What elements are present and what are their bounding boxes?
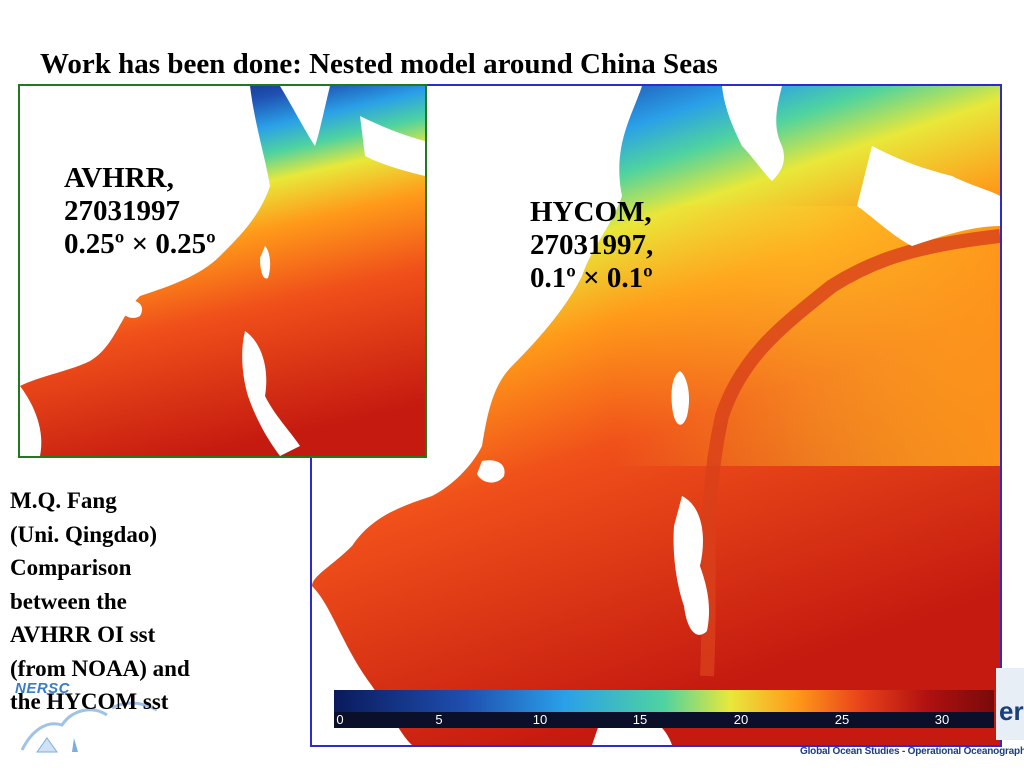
hycom-label-line-3: 0.1º × 0.1º xyxy=(530,262,653,294)
avhrr-map-image xyxy=(20,86,425,456)
slide-title: Work has been done: Nested model around … xyxy=(40,48,718,80)
caption-line: M.Q. Fang xyxy=(10,488,117,513)
colorbar-tick: 10 xyxy=(532,712,548,727)
caption-line: (from NOAA) and xyxy=(10,655,190,681)
colorbar-tick: 30 xyxy=(934,712,950,727)
hycom-sst-map: HYCOM, 27031997, 0.1º × 0.1º xyxy=(310,84,1002,747)
colorbar-tick: 20 xyxy=(733,712,749,727)
nersc-logo: NERSC xyxy=(12,680,172,762)
caption-line: Comparison xyxy=(10,555,132,580)
avhrr-label-line-3: 0.25º × 0.25º xyxy=(64,228,216,260)
hycom-label-line-1: HYCOM, xyxy=(530,196,652,228)
avhrr-label: AVHRR, 27031997 0.25º × 0.25º xyxy=(64,162,216,261)
colorbar-tick: 0 xyxy=(336,712,344,727)
comparison-caption: M.Q. Fang (Uni. Qingdao) Comparison betw… xyxy=(10,484,190,719)
avhrr-label-line-2: 27031997 xyxy=(64,195,180,227)
footer-banner: Global Ocean Studies - Operational Ocean… xyxy=(800,746,1024,757)
caption-line: between the xyxy=(10,588,127,614)
colorbar-tick: 15 xyxy=(632,712,648,727)
caption-line: the HYCOM sst xyxy=(10,689,169,714)
caption-line: AVHRR OI sst xyxy=(10,622,156,647)
nersc-logo-mark xyxy=(20,701,158,753)
hycom-label: HYCOM, 27031997, 0.1º × 0.1º xyxy=(530,196,653,295)
partner-logo: er xyxy=(996,668,1024,740)
colorbar-tick: 25 xyxy=(834,712,850,727)
colorbar-gradient xyxy=(334,690,994,728)
hycom-map-image xyxy=(312,86,1000,745)
colorbar-ticks: 0 5 10 15 20 25 30 xyxy=(334,712,994,728)
partner-logo-text: er xyxy=(999,696,1024,726)
colorbar-tick: 5 xyxy=(435,712,443,727)
avhrr-label-line-1: AVHRR, xyxy=(64,162,174,194)
hycom-label-line-2: 27031997, xyxy=(530,229,654,261)
nersc-logo-text: NERSC xyxy=(15,680,71,697)
avhrr-sst-map: AVHRR, 27031997 0.25º × 0.25º xyxy=(18,84,427,458)
temperature-colorbar: 0 5 10 15 20 25 30 xyxy=(334,690,994,728)
caption-line: (Uni. Qingdao) xyxy=(10,521,157,547)
